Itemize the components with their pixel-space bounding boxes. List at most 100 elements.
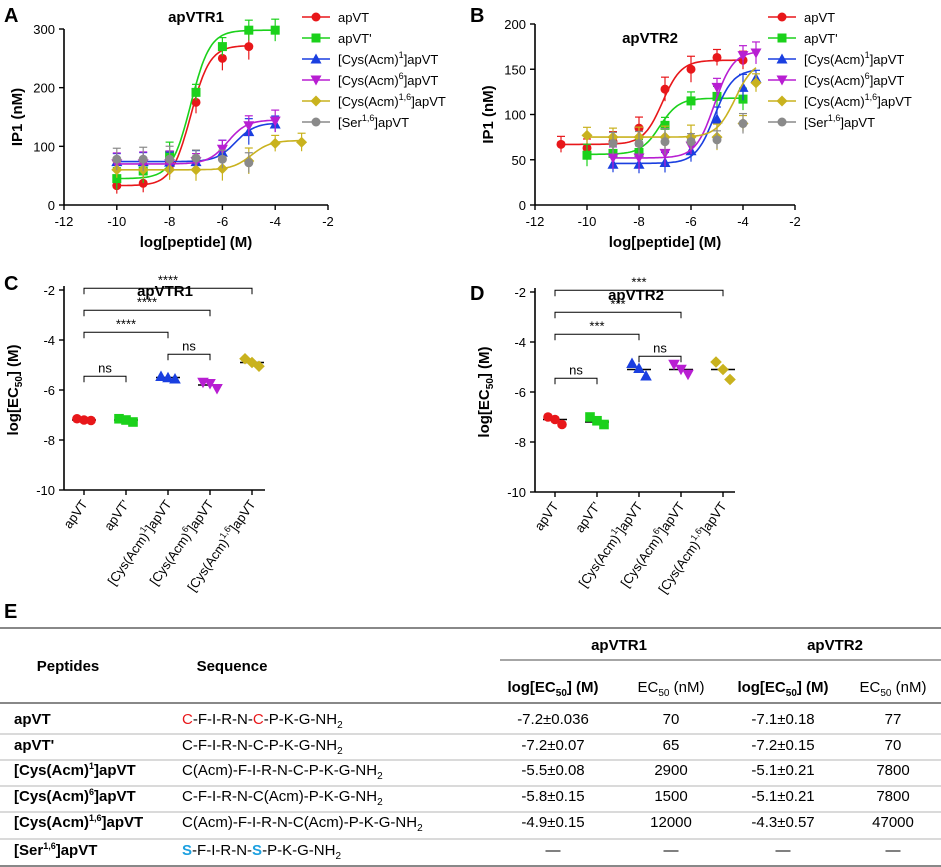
legend-marker [310, 75, 322, 86]
chart-title: apVTR2 [622, 30, 678, 47]
y-tick-label: 200 [504, 17, 526, 32]
legend-entry: [Ser1,6]apVT [338, 113, 409, 130]
x-axis-label: log[peptide] (M) [140, 234, 252, 251]
table-cell-peptide: [Cys(Acm)1]apVT [14, 761, 136, 779]
table-panel-E: Peptides Sequence apVTR1 apVTR2 log[EC50] (M… [0, 627, 941, 867]
x-tick-label: -6 [685, 214, 697, 229]
legend-marker [776, 53, 788, 64]
significance-label: *** [589, 318, 604, 333]
header-sequence: Sequence [197, 658, 268, 675]
data-point [712, 52, 722, 62]
data-point [724, 373, 736, 386]
y-axis-label: IP1 (nM) [9, 88, 26, 146]
significance-bracket [554, 311, 682, 319]
legend-marker [311, 12, 321, 22]
data-point [660, 137, 670, 147]
y-tick-label: -6 [43, 383, 55, 398]
legend-entry: apVT' [804, 31, 838, 46]
data-point [190, 164, 202, 176]
data-point [607, 153, 619, 164]
significance-bracket [83, 309, 211, 317]
y-tick-label: -6 [514, 385, 526, 400]
data-point [162, 371, 174, 383]
significance-label: ns [182, 338, 196, 353]
y-tick-label: -8 [43, 433, 55, 448]
data-point [138, 154, 148, 164]
header-ec50-r1: EC50 (nM) [638, 679, 705, 699]
data-point [581, 129, 593, 141]
data-point [711, 82, 723, 93]
y-tick-label: -4 [43, 333, 55, 348]
data-point [556, 139, 566, 149]
data-point [138, 178, 148, 188]
header-logec50-r2: log[EC50] (M) [737, 679, 828, 699]
data-point [253, 360, 265, 373]
legend-marker [777, 12, 787, 22]
table-cell-peptide: [Cys(Acm)6]apVT [14, 787, 136, 805]
table-cell-r2-ec: 7800 [876, 788, 909, 805]
legend-entry: [Cys(Acm)1,6]apVT [338, 92, 446, 109]
table-cell-r1-log: -5.5±0.08 [521, 762, 584, 779]
panel-letter-C: C [4, 273, 18, 295]
y-tick-label: 200 [33, 81, 55, 96]
y-tick-label: 50 [512, 153, 526, 168]
data-point [557, 419, 567, 430]
x-tick-label: apVT [531, 499, 561, 533]
data-point [169, 372, 181, 384]
table-cell-peptide: [Ser1,6]apVT [14, 841, 97, 859]
data-point [217, 53, 227, 63]
data-point [165, 154, 175, 164]
table-cell-r1-ec: 65 [663, 737, 680, 754]
data-point [634, 138, 644, 148]
x-tick-label: -12 [526, 214, 545, 229]
table-cell-sequence: C-F-I-R-N-C(Acm)-P-K-G-NH2 [182, 788, 383, 808]
significance-label: ns [653, 340, 667, 355]
table-cell-sequence: C(Acm)-F-I-R-N-C(Acm)-P-K-G-NH2 [182, 814, 423, 834]
table-cell-r1-ec: — [664, 842, 679, 859]
table-cell-r1-ec: 12000 [650, 814, 692, 831]
data-point [668, 359, 680, 371]
data-point [737, 51, 749, 62]
table-cell-sequence: S-F-I-R-N-S-P-K-G-NH2 [182, 842, 341, 862]
significance-bracket [83, 287, 253, 295]
table-cell-peptide: apVT [14, 711, 51, 728]
table-cell-r2-ec: — [886, 842, 901, 859]
data-point [217, 42, 227, 52]
data-point [217, 154, 227, 164]
data-point [79, 415, 89, 425]
data-point [710, 356, 722, 368]
significance-label: *** [610, 296, 625, 311]
y-tick-label: 0 [519, 198, 526, 213]
legend-entry: apVT [804, 10, 835, 25]
x-tick-label: -6 [217, 214, 229, 229]
table-cell-r2-ec: 77 [885, 711, 902, 728]
legend-entry: [Cys(Acm)6]apVT [804, 71, 904, 88]
x-tick-label: apVT' [572, 499, 604, 535]
table-cell-sequence: C-F-I-R-N-C-P-K-G-NH2 [182, 737, 343, 757]
data-point [128, 417, 138, 427]
x-tick-label: -2 [322, 214, 334, 229]
legend-marker [777, 33, 787, 43]
table-cell-r1-log: — [546, 842, 561, 859]
table-cell-r2-log: -7.1±0.18 [751, 711, 814, 728]
x-tick-label: -12 [55, 214, 74, 229]
y-tick-label: -10 [507, 485, 526, 500]
data-point [738, 119, 748, 129]
data-point [121, 415, 131, 425]
table-cell-sequence: C-F-I-R-N-C-P-K-G-NH2 [182, 711, 343, 731]
significance-bracket [638, 355, 682, 363]
data-point [155, 370, 167, 382]
data-point [633, 153, 645, 164]
data-point [675, 364, 687, 376]
chart-title: apVTR1 [168, 9, 224, 26]
y-tick-label: 100 [504, 108, 526, 123]
x-tick-label: apVT' [101, 497, 133, 533]
data-point [686, 64, 696, 74]
legend-entry: [Ser1,6]apVT [804, 113, 875, 130]
data-point [244, 158, 254, 168]
y-tick-label: -2 [514, 285, 526, 300]
data-point [191, 97, 201, 107]
data-point [592, 415, 602, 426]
data-point [599, 419, 609, 430]
